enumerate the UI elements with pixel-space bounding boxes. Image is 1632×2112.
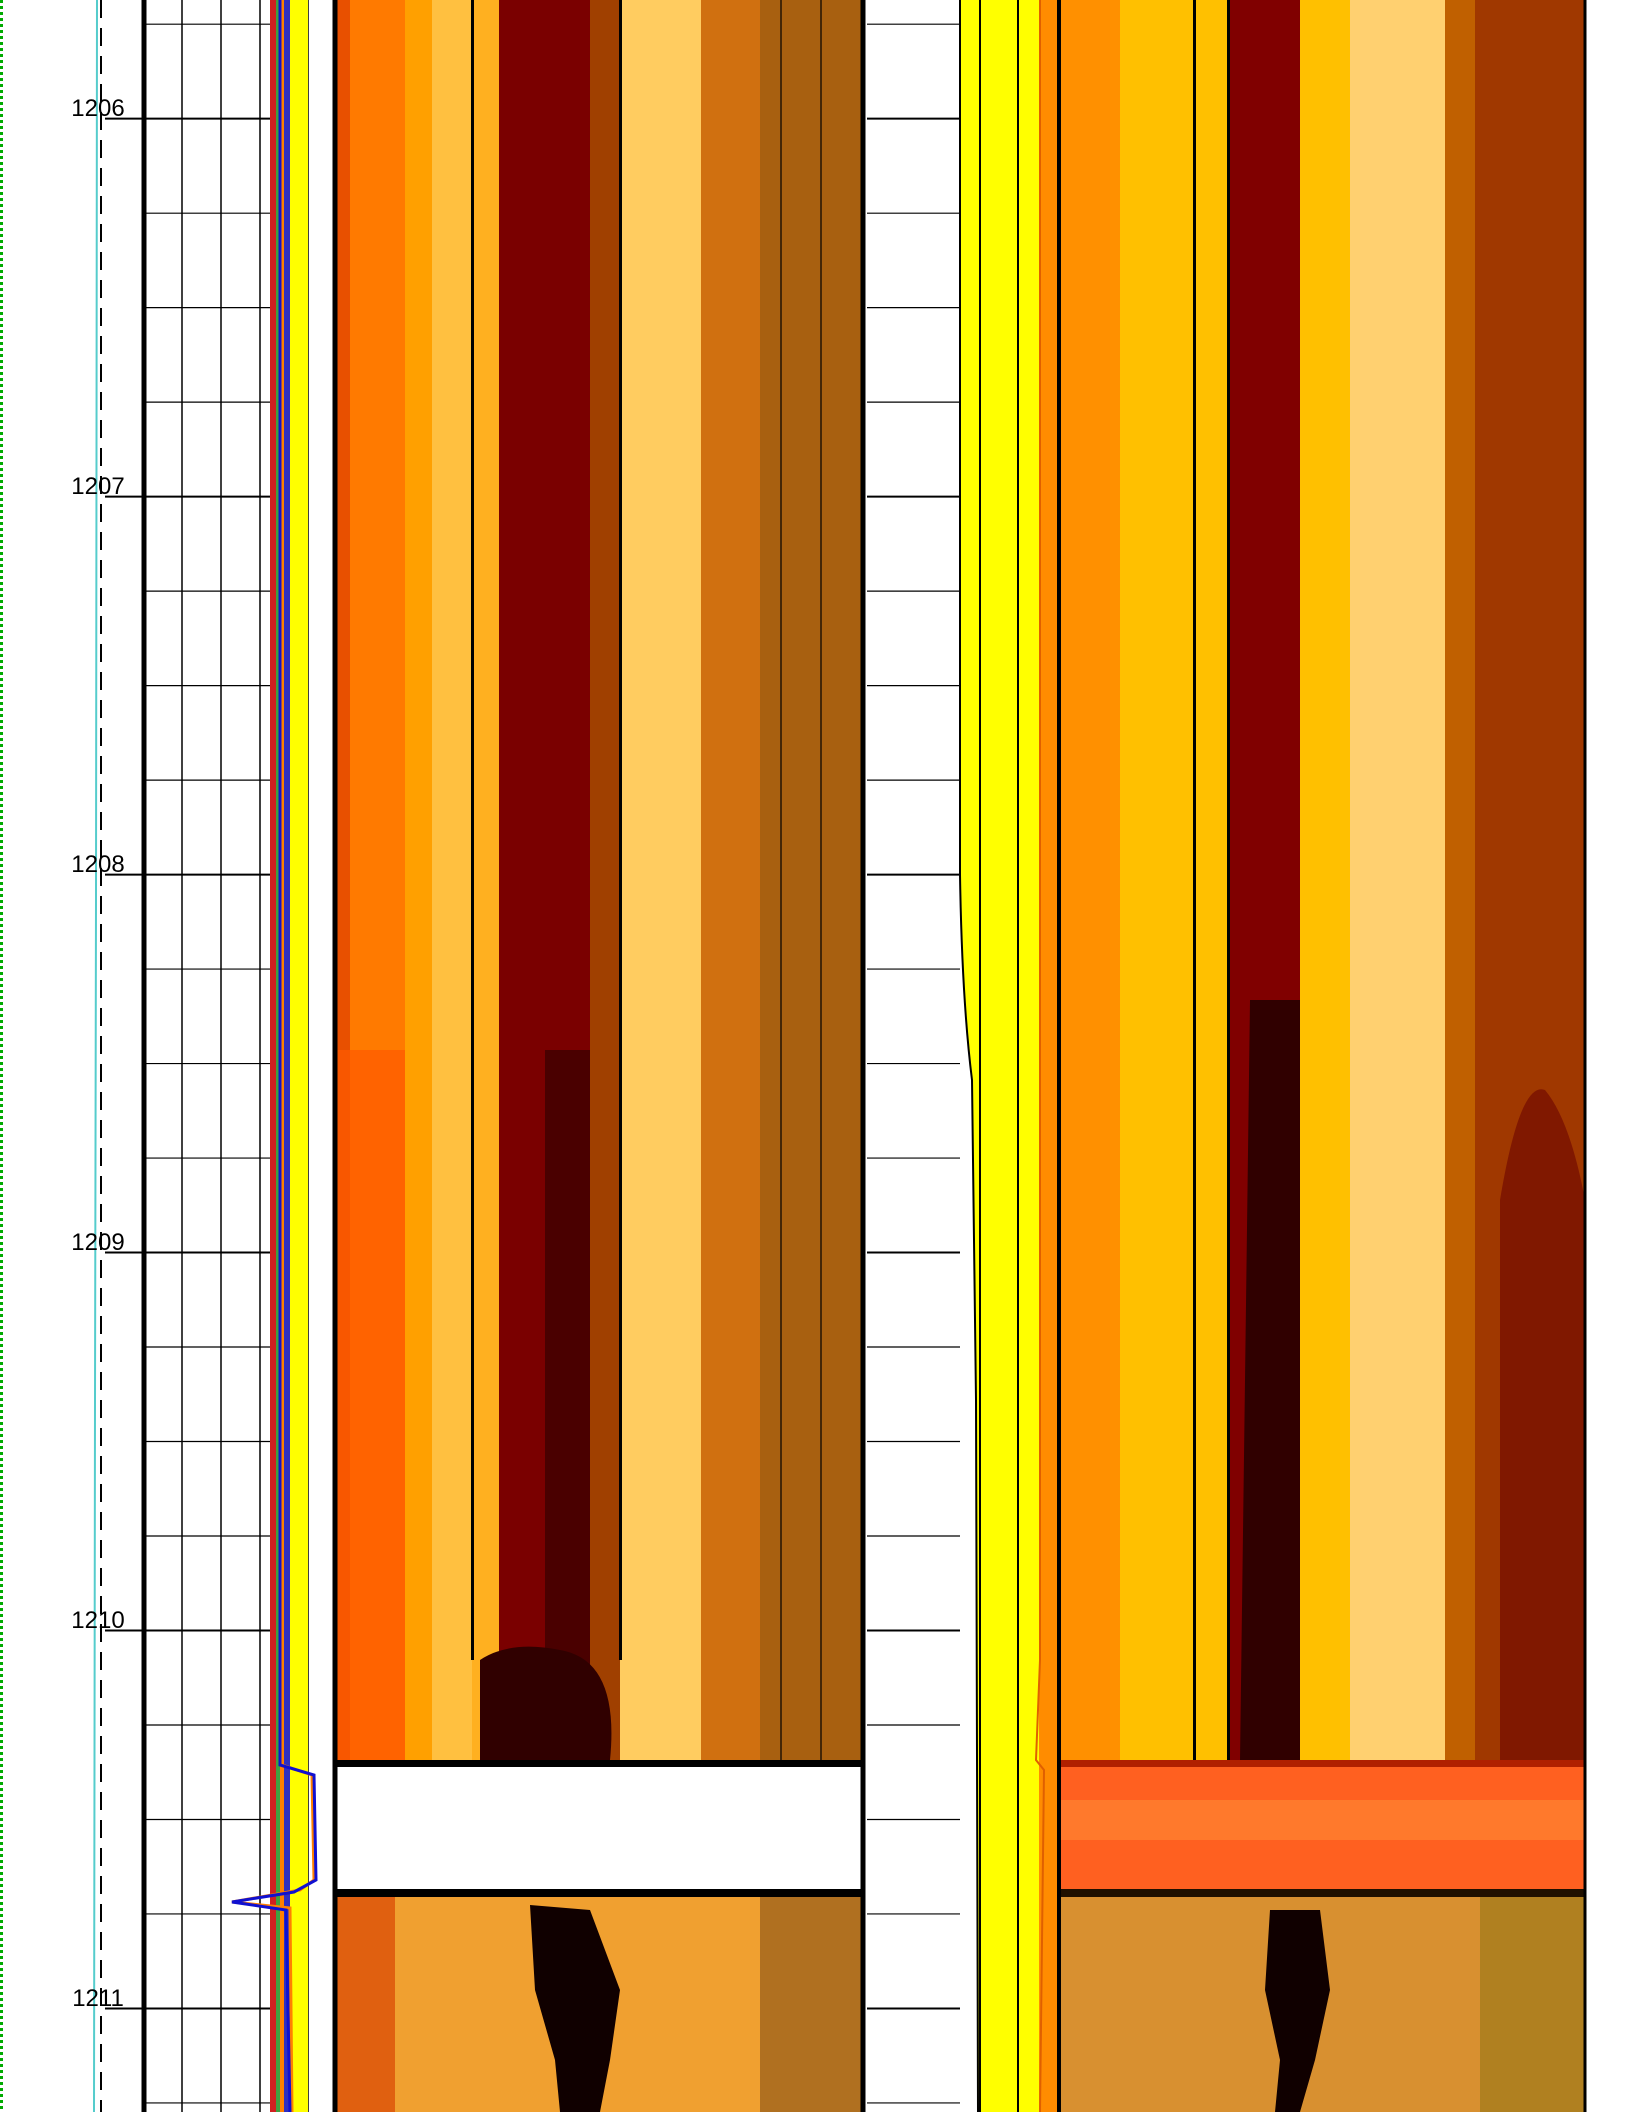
track-3: [960, 0, 1059, 2112]
image-edge: [1059, 1889, 1585, 1897]
page: 120612071208120912101211 (() => { const …: [0, 0, 1632, 2112]
image-line: [619, 0, 622, 1660]
image-stripe: [472, 0, 499, 1760]
yellow-fill: [290, 0, 308, 2112]
depth-label: 1209: [71, 1229, 124, 1256]
image-stripe: [760, 1897, 863, 2112]
image-stripe: [1480, 1897, 1585, 2112]
image-edge: [1059, 1760, 1585, 1767]
image-stripe: [1059, 1800, 1585, 1840]
depth-label: 1211: [72, 1985, 124, 2012]
depth-label: 1206: [71, 95, 124, 122]
image-stripe: [1445, 0, 1475, 1760]
image-stripe: [701, 0, 760, 1760]
depth-label: 1208: [71, 851, 124, 878]
image-patch: [1240, 1000, 1300, 1760]
image-edge: [335, 1760, 863, 1767]
image-stripe: [590, 0, 620, 1760]
image-stripe: [1300, 0, 1350, 1760]
image-gap: [335, 1767, 863, 1889]
curve-band: [270, 0, 276, 2112]
image-line: [780, 0, 782, 1760]
image-line: [1193, 0, 1196, 1760]
image-track-1: [335, 0, 863, 2112]
well-log: 1206 1207 1208 1209 1210 1211: [0, 0, 1632, 2112]
image-stripe: [1350, 0, 1445, 1760]
image-patch: [1500, 1089, 1585, 1760]
image-stripe: [1059, 0, 1120, 1760]
image-stripe: [405, 0, 432, 1760]
curve-cyan: [94, 0, 97, 2112]
image-edge: [335, 1889, 863, 1897]
image-stripe: [335, 1050, 405, 1760]
image-track-2: [1059, 0, 1585, 2112]
image-stripe: [432, 0, 472, 1760]
curve-band: [284, 0, 290, 2112]
image-stripe: [1120, 0, 1228, 1760]
image-line: [820, 0, 822, 1760]
depth-label: 1210: [71, 1607, 124, 1634]
depth-label: 1207: [71, 473, 124, 500]
image-stripe: [760, 0, 863, 1760]
orange-fill: [1039, 0, 1059, 2112]
track-1-curves: [232, 0, 316, 2112]
image-stripe: [335, 1897, 395, 2112]
image-stripe: [620, 0, 701, 1760]
image-line: [1227, 0, 1230, 1760]
image-line: [471, 0, 474, 1660]
